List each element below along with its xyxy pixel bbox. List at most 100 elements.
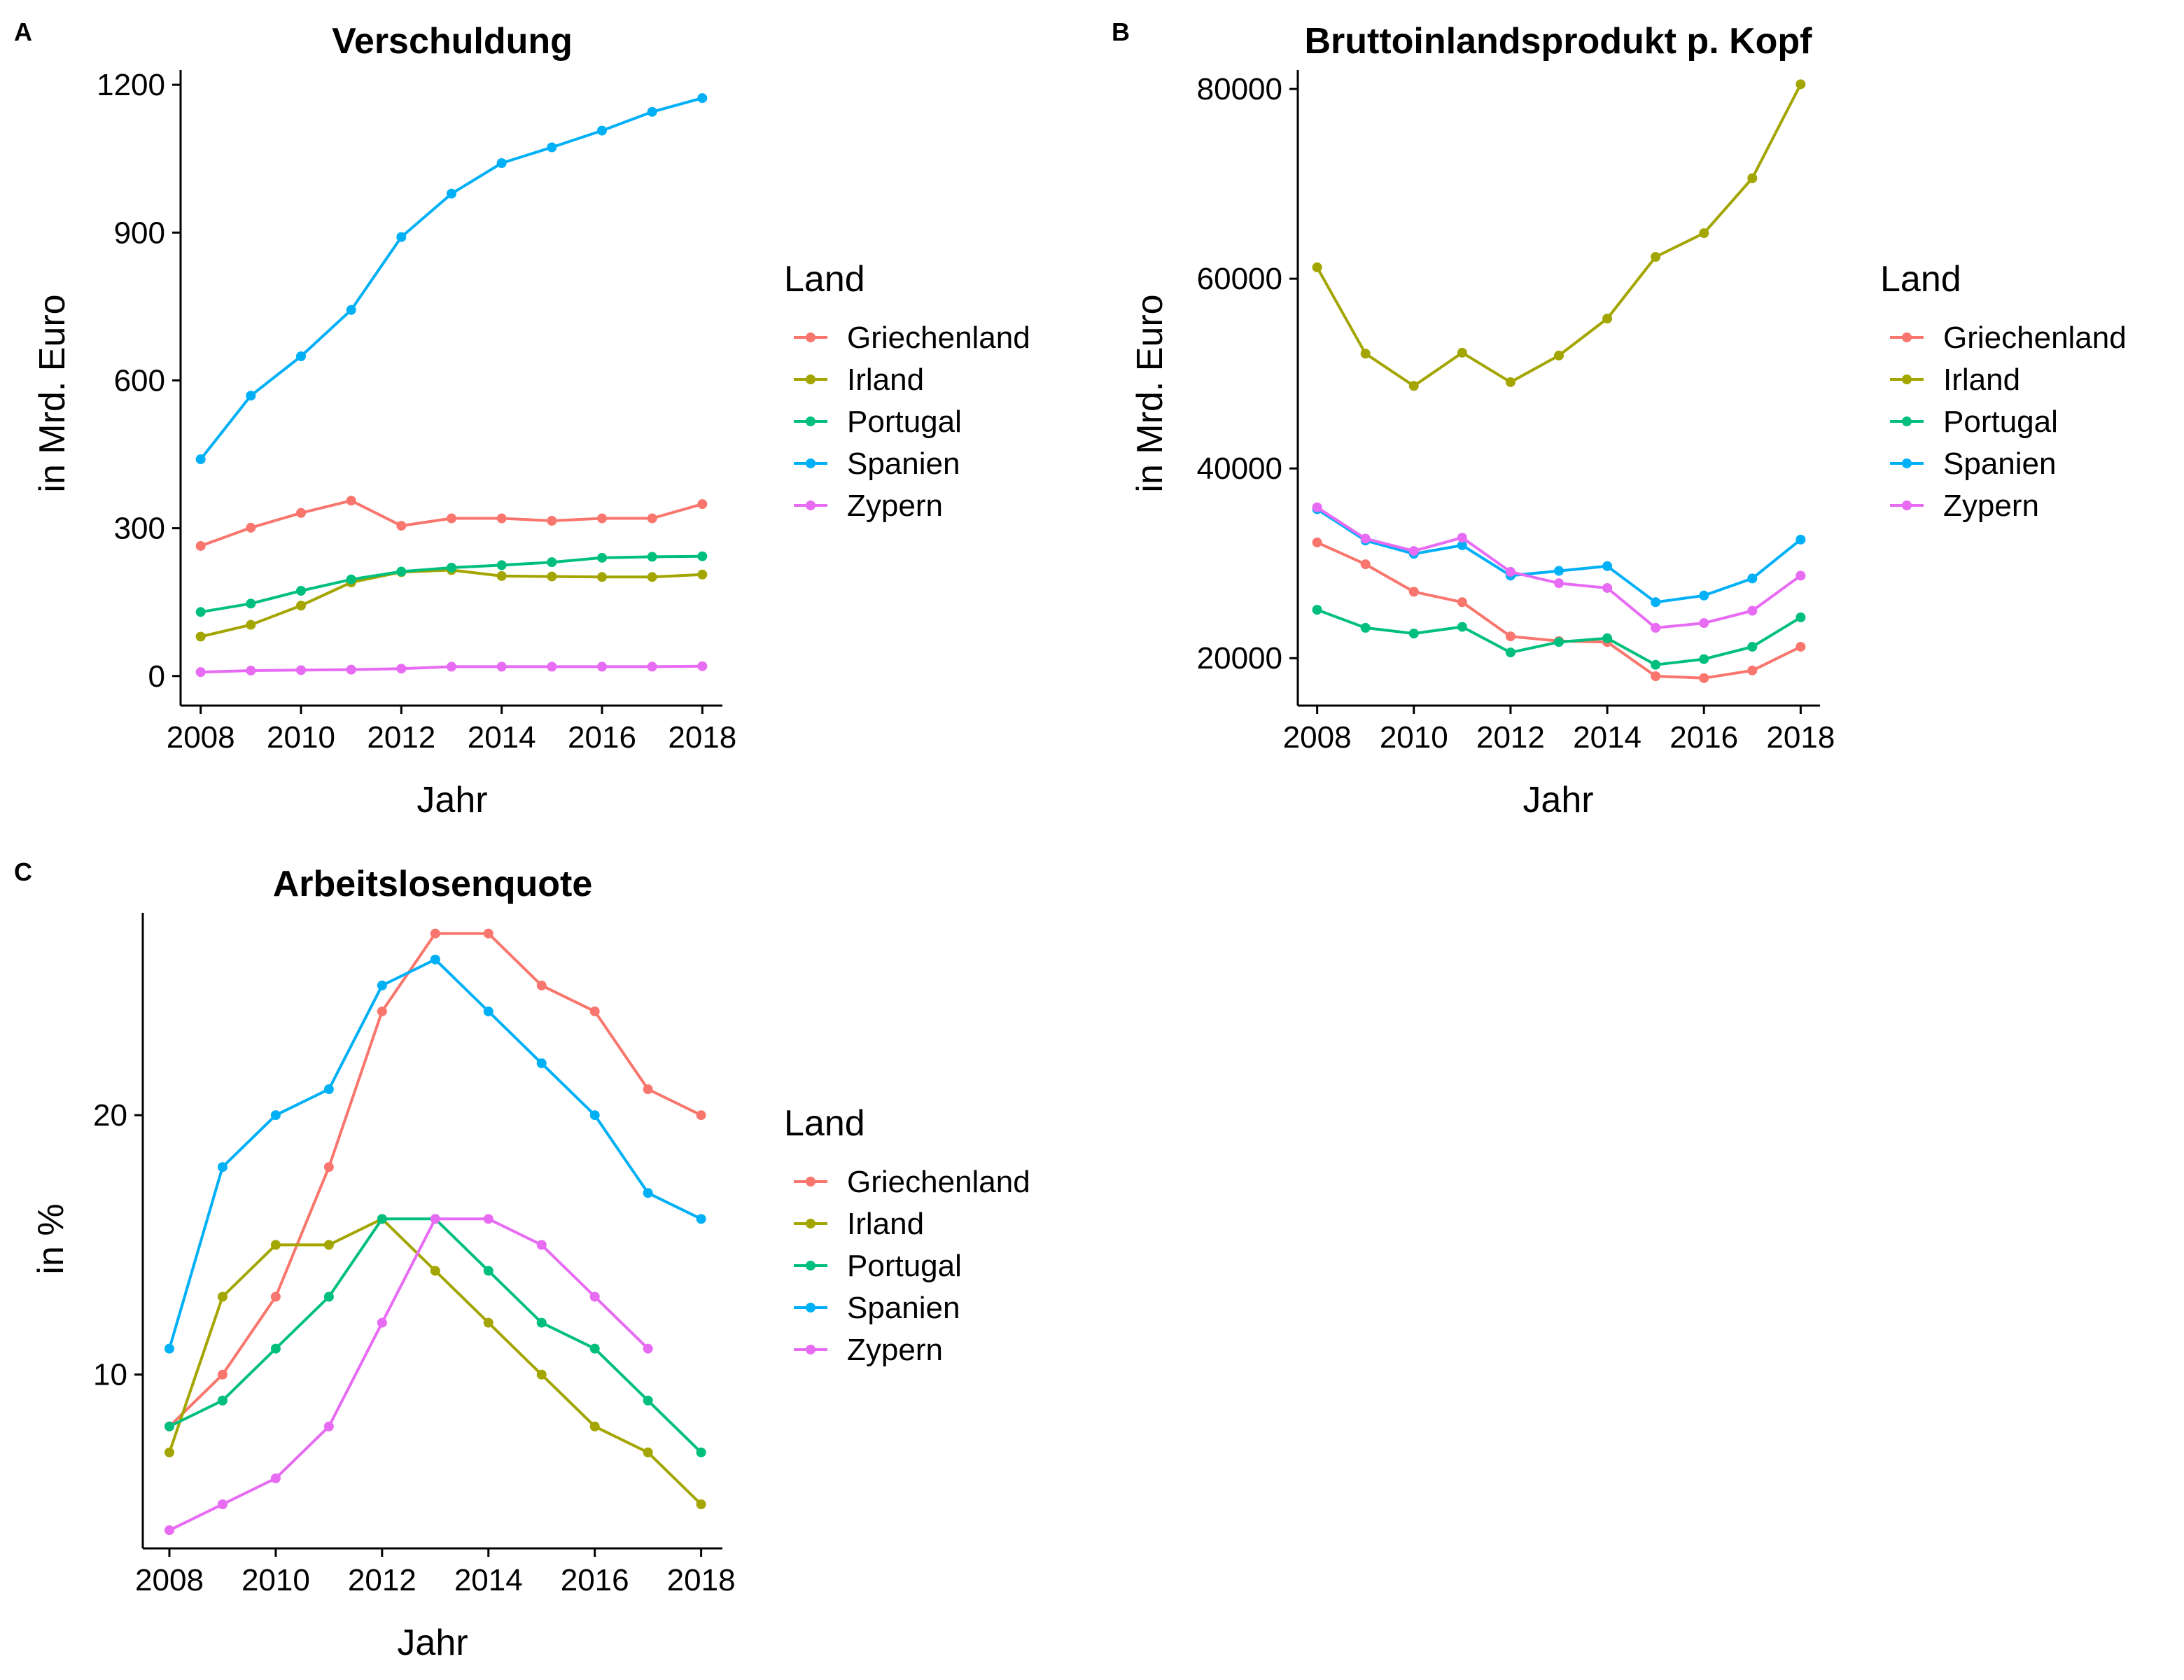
panel-a-point-portugal — [547, 557, 557, 568]
panel-a-point-spanien — [647, 106, 657, 117]
panel-a-point-irland — [496, 570, 507, 581]
panel-b-point-irland — [1747, 173, 1758, 183]
panel-c-point-zypern — [217, 1499, 227, 1509]
panel-a-point-irland — [296, 601, 306, 611]
panel-a-point-portugal — [246, 598, 256, 609]
panel-b-point-zypern — [1408, 546, 1419, 556]
legend-label-zypern: Zypern — [847, 1333, 943, 1367]
panel-b-point-spanien — [1747, 573, 1758, 584]
panel-c-legend-title: Land — [784, 1103, 865, 1144]
panel-b-point-zypern — [1747, 606, 1758, 616]
legend-label-portugal: Portugal — [847, 405, 962, 439]
panel-b-point-zypern — [1554, 578, 1564, 589]
panel-b: B Bruttoinlandsprodukt p. Kopf Jahr in M… — [1112, 18, 2127, 820]
panel-b-point-irland — [1795, 79, 1806, 90]
panel-a-point-zypern — [346, 664, 356, 675]
panel-c-point-portugal — [164, 1421, 174, 1432]
panel-a-point-spanien — [396, 232, 407, 242]
panel-c: C Arbeitslosenquote Jahr in % 2008 2010 20… — [14, 858, 1030, 1663]
panel-c-title: Arbeitslosenquote — [273, 864, 593, 904]
panel-b-point-irland — [1651, 251, 1661, 262]
panel-b-point-griechenland — [1699, 673, 1709, 683]
panel-b-point-portugal — [1747, 641, 1758, 652]
panel-c-point-irland — [217, 1292, 227, 1302]
panel-c-point-irland — [696, 1499, 706, 1509]
panel-c-point-zypern — [536, 1240, 547, 1250]
panel-b-point-portugal — [1312, 605, 1322, 615]
panel-c-point-portugal — [589, 1343, 600, 1354]
panel-b-y-tick-label: 20000 — [1197, 641, 1282, 676]
panel-a-point-zypern — [547, 662, 557, 672]
panel-c-point-griechenland — [483, 928, 493, 939]
panel-a-point-irland — [597, 572, 607, 582]
panel-a-point-irland — [195, 631, 206, 642]
panel-c-point-griechenland — [430, 928, 440, 939]
panel-a-point-zypern — [496, 662, 507, 672]
panel-a-point-spanien — [246, 391, 256, 401]
panel-b-point-portugal — [1602, 633, 1613, 643]
panel-b-plot: 2008 2010 2012 2014 2016 2018 20000 40000 60000 8… — [1197, 70, 1835, 755]
panel-b-point-spanien — [1602, 561, 1613, 571]
panel-a-x-tick-label: 2012 — [367, 720, 435, 755]
panel-b-point-portugal — [1554, 637, 1564, 648]
panel-a-legend: Land Griechenland Irland Portugal Spanien Zy… — [784, 259, 1030, 523]
panel-c-line-zypern — [169, 1217, 650, 1532]
panel-c-point-zypern — [270, 1473, 281, 1483]
panel-a-point-portugal — [496, 560, 507, 570]
legend-key-point-zypern — [1902, 500, 1912, 510]
panel-c-x-tick-label: 2018 — [667, 1563, 736, 1597]
panel-a-point-griechenland — [195, 540, 206, 551]
panel-b-point-spanien — [1795, 534, 1806, 545]
panel-c-y-tick-label: 10 — [93, 1358, 127, 1392]
panel-a-point-zypern — [195, 667, 206, 678]
panel-a-point-portugal — [346, 574, 356, 584]
panel-b-y-tick-label: 80000 — [1197, 72, 1282, 106]
legend-label-portugal: Portugal — [847, 1249, 962, 1283]
legend-key-point-zypern — [806, 500, 816, 510]
panel-b-point-griechenland — [1408, 587, 1419, 597]
panel-c-point-griechenland — [589, 1006, 600, 1016]
panel-c-point-griechenland — [643, 1084, 653, 1095]
legend-key-point-portugal — [1902, 416, 1912, 426]
panel-a-point-griechenland — [547, 516, 557, 526]
panel-a-point-portugal — [597, 552, 607, 563]
panel-b-point-irland — [1408, 381, 1419, 391]
panel-c-point-irland — [643, 1447, 653, 1457]
panel-a-point-griechenland — [496, 513, 507, 524]
panel-b-point-portugal — [1457, 622, 1467, 632]
panel-c-point-irland — [483, 1317, 493, 1328]
legend-key-point-spanien — [1902, 458, 1912, 468]
panel-b-point-zypern — [1602, 582, 1613, 593]
panel-b-tag: B — [1112, 18, 1130, 46]
panel-c-point-griechenland — [696, 1110, 706, 1121]
panel-a-point-irland — [547, 571, 557, 582]
panel-a-point-irland — [647, 572, 657, 582]
legend-label-portugal: Portugal — [1943, 405, 2058, 439]
panel-b-point-portugal — [1699, 654, 1709, 664]
panel-b-point-spanien — [1554, 566, 1564, 576]
legend-label-griechenland: Griechenland — [1943, 321, 2127, 355]
panel-c-point-irland — [164, 1447, 174, 1457]
panel-a-plot: 2008 2010 2012 2014 2016 2018 0 300 600 900 1200 — [97, 68, 736, 755]
panel-a-y-tick-label: 300 — [114, 512, 165, 546]
panel-c-point-portugal — [536, 1317, 547, 1328]
panel-a-point-zypern — [296, 665, 306, 676]
panel-b-legend: Land Griechenland Irland Portugal Spanien Zy… — [1880, 259, 2127, 523]
panel-c-point-irland — [323, 1240, 334, 1250]
panel-c-point-portugal — [483, 1266, 493, 1276]
panel-b-point-irland — [1554, 350, 1564, 360]
panel-c-point-spanien — [483, 1006, 493, 1016]
panel-a-tag: A — [14, 18, 32, 46]
panel-b-point-spanien — [1699, 590, 1709, 601]
panel-c-point-spanien — [270, 1110, 281, 1121]
panel-a-point-spanien — [195, 454, 206, 465]
panel-a-point-griechenland — [346, 496, 356, 506]
panel-b-point-portugal — [1651, 659, 1661, 670]
legend-label-spanien: Spanien — [847, 1291, 960, 1325]
panel-b-point-griechenland — [1795, 641, 1806, 652]
panel-b-point-griechenland — [1747, 665, 1758, 676]
panel-a-point-portugal — [396, 566, 407, 577]
panel-c-point-griechenland — [377, 1006, 387, 1016]
panel-b-point-irland — [1360, 349, 1371, 359]
